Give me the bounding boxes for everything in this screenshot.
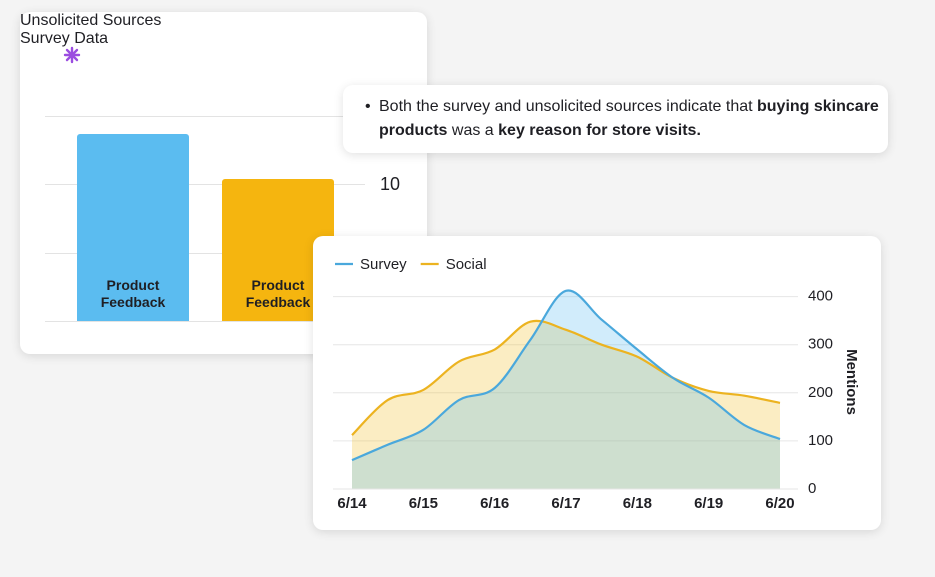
line xyxy=(351,289,781,462)
x-tick-label: 6/14 xyxy=(337,495,367,512)
y-tick-label: 200 xyxy=(808,384,833,401)
x-tick-label: 6/20 xyxy=(765,495,794,512)
baseline xyxy=(45,321,335,322)
y-axis-label: Mentions xyxy=(843,349,860,415)
grid-line xyxy=(45,184,365,186)
y-tick-label: 300 xyxy=(808,336,833,353)
x-tick-label: 6/18 xyxy=(623,495,652,512)
x-tick-label: 6/17 xyxy=(551,495,580,512)
callout-part: key reason for store visits. xyxy=(498,122,701,139)
legend-label: Survey xyxy=(360,256,407,273)
y-tick-label: 10 xyxy=(380,174,401,195)
column-header: Unsolicited Sources xyxy=(20,12,162,29)
y-tick-label: 400 xyxy=(808,288,833,305)
x-tick-label: 6/15 xyxy=(409,495,438,512)
callout-part: Both the survey and unsolicited sources … xyxy=(379,98,757,115)
callout-text: Both the survey and unsolicited sources … xyxy=(365,95,879,143)
insight-callout: Both the survey and unsolicited sources … xyxy=(343,85,888,153)
x-tick-label: 6/19 xyxy=(694,495,723,512)
line-chart: 0 100 200 300 400 Mentions 6/14 6/15 6/16 6/17 6/1… xyxy=(333,256,860,512)
line xyxy=(351,319,781,436)
bar xyxy=(77,133,189,321)
grid-line xyxy=(45,253,335,254)
column-header: Survey Data xyxy=(20,30,109,47)
bar-label: Product Feedback xyxy=(100,277,166,310)
x-tick-label: 6/16 xyxy=(480,495,509,512)
area xyxy=(352,320,780,489)
callout-part: buying skincare products xyxy=(379,98,879,139)
line-chart-card: 0 100 200 300 400 Mentions 6/14 6/15 6/16 6/17 6/1… xyxy=(313,236,881,530)
callout-part: was a xyxy=(447,122,499,139)
y-tick-label: 0 xyxy=(808,480,816,497)
bar-label: Product Feedback xyxy=(245,277,311,310)
area xyxy=(352,290,780,489)
legend-label: Social xyxy=(446,256,487,273)
y-tick-label: 100 xyxy=(808,432,833,449)
sparkle-icon xyxy=(63,46,81,64)
grid-line xyxy=(45,116,385,117)
